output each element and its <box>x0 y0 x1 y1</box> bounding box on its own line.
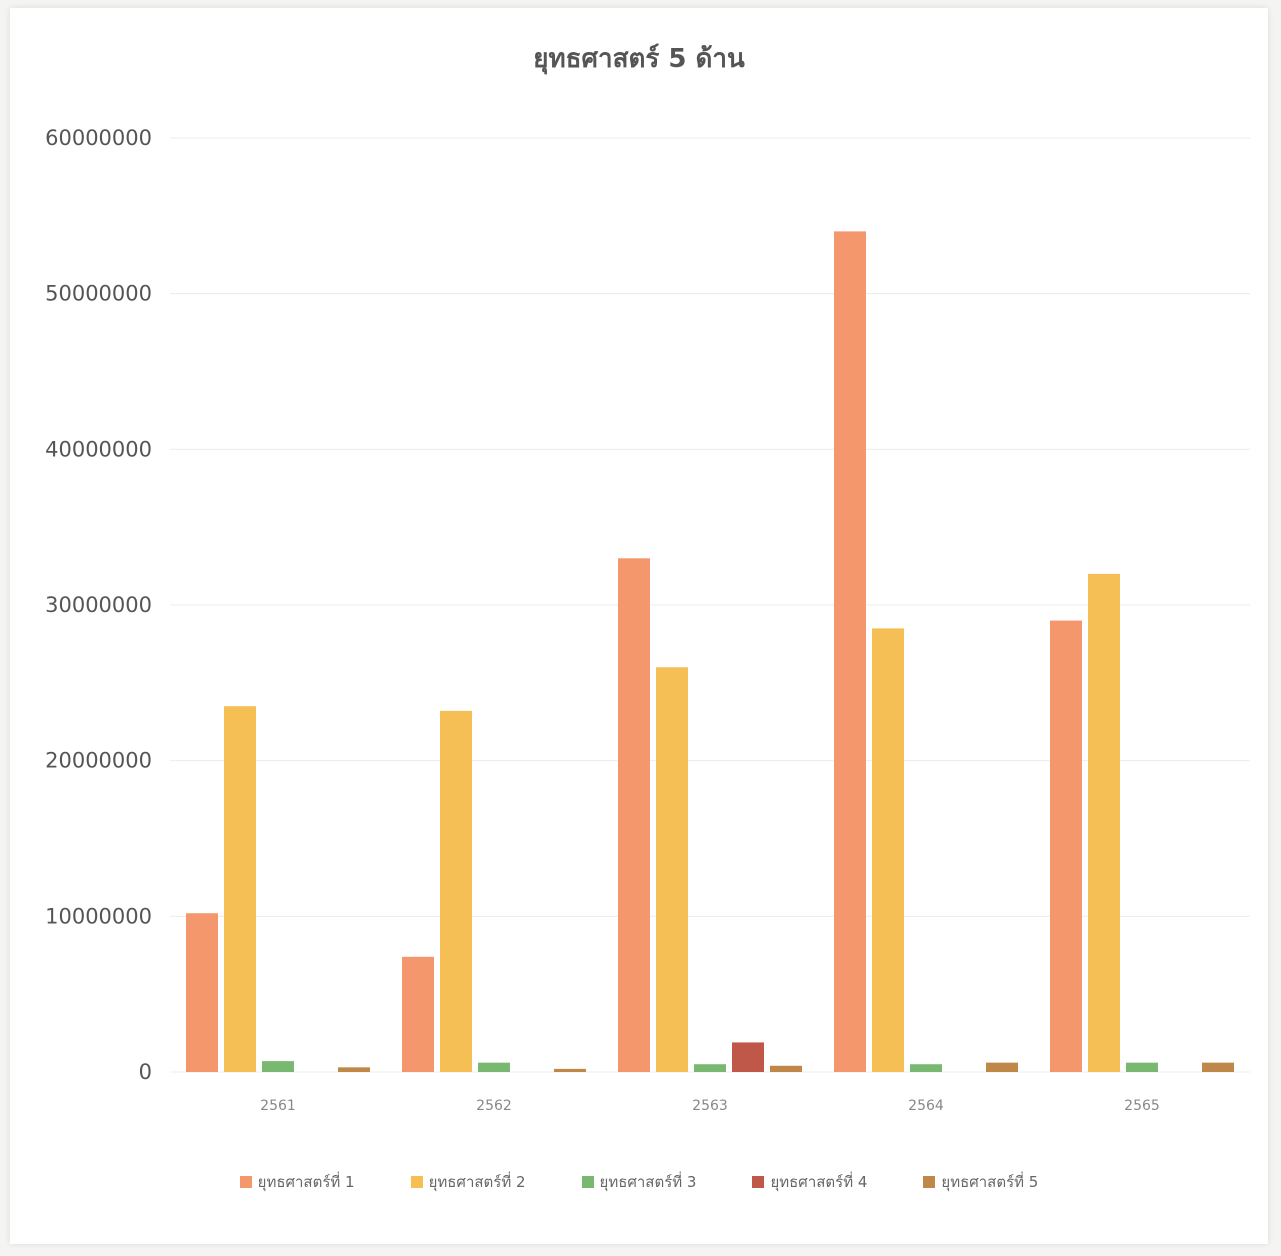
bar <box>618 558 650 1072</box>
bar <box>656 667 688 1072</box>
x-tick-label: 2563 <box>692 1098 728 1114</box>
bar <box>402 956 434 1072</box>
legend-swatch <box>752 1176 765 1188</box>
legend-label: ยุทธศาสตร์ที่ 1 <box>257 1173 355 1191</box>
legend-item: ยุทธศาสตร์ที่ 2 <box>410 1170 526 1194</box>
legend-swatch <box>239 1176 252 1188</box>
bar <box>440 710 472 1072</box>
bar <box>834 231 866 1072</box>
bar <box>554 1068 586 1072</box>
bar <box>910 1064 942 1072</box>
legend-label: ยุทธศาสตร์ที่ 5 <box>941 1173 1039 1191</box>
y-tick-label: 20000000 <box>45 749 152 773</box>
bar-chart-plot: 0 10000000 20000000 30000000 40000000 5000000… <box>45 126 1250 1114</box>
legend-swatch <box>410 1176 423 1188</box>
y-tick-label: 50000000 <box>45 282 152 306</box>
legend-swatch <box>581 1176 594 1188</box>
chart-page: ยุทธศาสตร์ 5 ด้าน 0 10000000 20000000 30000… <box>10 8 1268 1244</box>
bar <box>338 1067 370 1072</box>
bar <box>694 1064 726 1072</box>
y-tick-label: 30000000 <box>45 593 152 617</box>
legend-swatch <box>923 1176 936 1188</box>
bar <box>1050 620 1082 1072</box>
legend-label: ยุทธศาสตร์ที่ 3 <box>599 1173 697 1191</box>
bar <box>1088 573 1120 1072</box>
bar <box>1126 1062 1158 1072</box>
bar <box>224 706 256 1072</box>
y-tick-label: 10000000 <box>45 904 152 928</box>
bar <box>262 1061 294 1072</box>
x-tick-label: 2565 <box>1124 1098 1160 1114</box>
legend-item: ยุทธศาสตร์ที่ 4 <box>752 1170 867 1194</box>
bar <box>1202 1062 1234 1072</box>
x-tick-label: 2564 <box>908 1098 944 1114</box>
x-tick-label: 2561 <box>260 1098 296 1114</box>
y-tick-label: 60000000 <box>45 126 152 150</box>
legend-item: ยุทธศาสตร์ที่ 5 <box>923 1170 1038 1194</box>
chart-legend: ยุทธศาสตร์ที่ 1 ยุทธศาสตร์ที่ 2 ยุทธศาสตร์… <box>10 1170 1268 1194</box>
bar <box>986 1062 1018 1072</box>
bar <box>770 1065 802 1072</box>
x-tick-label: 2562 <box>476 1098 512 1114</box>
chart-title: ยุทธศาสตร์ 5 ด้าน <box>533 44 745 74</box>
bar <box>872 628 904 1072</box>
y-tick-label: 0 <box>139 1060 152 1084</box>
y-tick-label: 40000000 <box>45 437 152 461</box>
legend-label: ยุทธศาสตร์ที่ 4 <box>770 1173 868 1191</box>
bar <box>478 1062 510 1072</box>
bar <box>732 1042 764 1072</box>
bar <box>186 913 218 1072</box>
legend-item: ยุทธศาสตร์ที่ 1 <box>239 1170 355 1194</box>
legend-label: ยุทธศาสตร์ที่ 2 <box>428 1173 526 1191</box>
legend-item: ยุทธศาสตร์ที่ 3 <box>581 1170 697 1194</box>
